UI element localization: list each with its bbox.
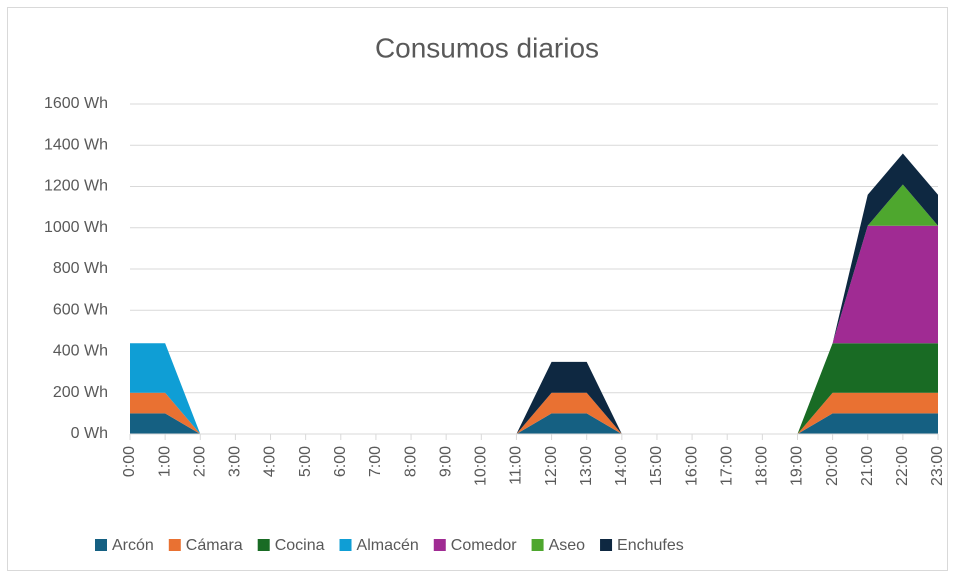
chart-border: [7, 7, 948, 571]
x-tick-label: 5:00: [297, 446, 314, 477]
legend-label: Almacén: [357, 537, 419, 554]
x-tick-label: 2:00: [191, 446, 208, 477]
x-tick-label: 11:00: [508, 446, 525, 485]
x-tick-label: 0:00: [121, 446, 138, 477]
x-tick-label: 18:00: [754, 446, 771, 486]
x-tick-label: 4:00: [262, 446, 279, 477]
x-tick-label: 7:00: [367, 446, 384, 477]
legend-label: Arcón: [112, 537, 154, 554]
legend-swatch: [168, 539, 181, 551]
legend-swatch: [433, 539, 446, 551]
legend-swatch: [600, 539, 613, 551]
legend-label: Cámara: [186, 537, 243, 554]
x-tick-label: 10:00: [473, 446, 490, 486]
x-tick-label: 12:00: [543, 446, 560, 486]
legend-label: Enchufes: [617, 537, 684, 554]
y-tick-label: 1400 Wh: [44, 136, 108, 153]
x-tick-label: 23:00: [929, 446, 946, 486]
x-tick-label: 20:00: [824, 446, 841, 486]
area: [130, 343, 938, 434]
x-tick-label: 9:00: [437, 446, 454, 477]
y-tick-label: 400 Wh: [53, 343, 108, 360]
y-tick-label: 1600 Wh: [44, 95, 108, 112]
x-tick-label: 1:00: [156, 446, 173, 477]
y-tick-label: 1000 Wh: [44, 219, 108, 236]
x-tick-label: 3:00: [227, 446, 244, 477]
y-tick-label: 0 Wh: [71, 425, 108, 442]
x-tick-label: 8:00: [402, 446, 419, 477]
legend-swatch: [257, 539, 270, 551]
x-tick-label: 14:00: [613, 446, 630, 486]
x-tick-label: 6:00: [332, 446, 349, 477]
x-tick-label: 15:00: [648, 446, 665, 486]
y-tick-label: 600 Wh: [53, 301, 108, 318]
legend-swatch: [339, 539, 352, 551]
y-tick-label: 1200 Wh: [44, 178, 108, 195]
x-tick-label: 13:00: [578, 446, 595, 486]
y-tick-label: 800 Wh: [53, 260, 108, 277]
y-tick-label: 200 Wh: [53, 384, 108, 401]
x-tick-label: 17:00: [718, 446, 735, 486]
legend-swatch: [95, 539, 107, 551]
legend-label: Aseo: [549, 537, 586, 554]
chart-title: Consumos diarios: [375, 32, 599, 63]
legend-label: Cocina: [275, 537, 325, 554]
x-tick-label: 19:00: [789, 446, 806, 486]
x-tick-label: 16:00: [683, 446, 700, 486]
x-tick-label: 22:00: [894, 446, 911, 486]
legend-label: Comedor: [451, 537, 517, 554]
legend-swatch: [531, 539, 544, 551]
x-tick-label: 21:00: [859, 446, 876, 486]
